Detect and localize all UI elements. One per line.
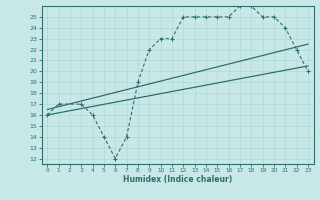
- X-axis label: Humidex (Indice chaleur): Humidex (Indice chaleur): [123, 175, 232, 184]
